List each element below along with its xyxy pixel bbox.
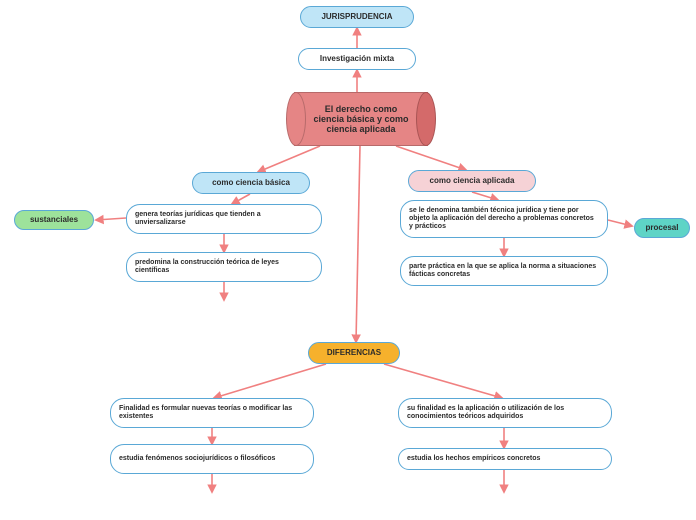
node-basica-desc-2: predomina la construcción teórica de ley… bbox=[126, 252, 322, 282]
node-jurisprudencia: JURISPRUDENCIA bbox=[300, 6, 414, 28]
label: estudia los hechos empíricos concretos bbox=[407, 455, 540, 463]
node-dif-right-1: su finalidad es la aplicación o utilizac… bbox=[398, 398, 612, 428]
label: El derecho como ciencia básica y como ci… bbox=[313, 104, 409, 134]
diagram-canvas: JURISPRUDENCIA Investigación mixta El de… bbox=[0, 0, 696, 520]
node-como-ciencia-aplicada: como ciencia aplicada bbox=[408, 170, 536, 192]
label: se le denomina también técnica jurídica … bbox=[409, 207, 599, 231]
node-diferencias: DIFERENCIAS bbox=[308, 342, 400, 364]
label: predomina la construcción teórica de ley… bbox=[135, 259, 313, 275]
node-center-cylinder: El derecho como ciencia básica y como ci… bbox=[294, 92, 428, 146]
node-dif-right-2: estudia los hechos empíricos concretos bbox=[398, 448, 612, 470]
label: procesal bbox=[646, 223, 679, 232]
label: parte práctica en la que se aplica la no… bbox=[409, 263, 599, 279]
node-aplicada-desc-1: se le denomina también técnica jurídica … bbox=[400, 200, 608, 238]
label: sustanciales bbox=[30, 215, 78, 224]
node-dif-left-2: estudia fenómenos sociojurídicos o filos… bbox=[110, 444, 314, 474]
node-dif-left-1: Finalidad es formular nuevas teorías o m… bbox=[110, 398, 314, 428]
label: Finalidad es formular nuevas teorías o m… bbox=[119, 405, 305, 421]
label: como ciencia básica bbox=[212, 178, 290, 187]
node-sustanciales: sustanciales bbox=[14, 210, 94, 230]
label: DIFERENCIAS bbox=[327, 348, 381, 357]
node-basica-desc-1: genera teorías jurídicas que tienden a u… bbox=[126, 204, 322, 234]
label: su finalidad es la aplicación o utilizac… bbox=[407, 405, 603, 421]
label: genera teorías jurídicas que tienden a u… bbox=[135, 211, 313, 227]
node-aplicada-desc-2: parte práctica en la que se aplica la no… bbox=[400, 256, 608, 286]
node-procesal: procesal bbox=[634, 218, 690, 238]
node-investigacion-mixta: Investigación mixta bbox=[298, 48, 416, 70]
label: Investigación mixta bbox=[320, 54, 394, 63]
label: como ciencia aplicada bbox=[430, 176, 515, 185]
label: estudia fenómenos sociojurídicos o filos… bbox=[119, 455, 275, 463]
node-como-ciencia-basica: como ciencia básica bbox=[192, 172, 310, 194]
label: JURISPRUDENCIA bbox=[321, 12, 392, 21]
